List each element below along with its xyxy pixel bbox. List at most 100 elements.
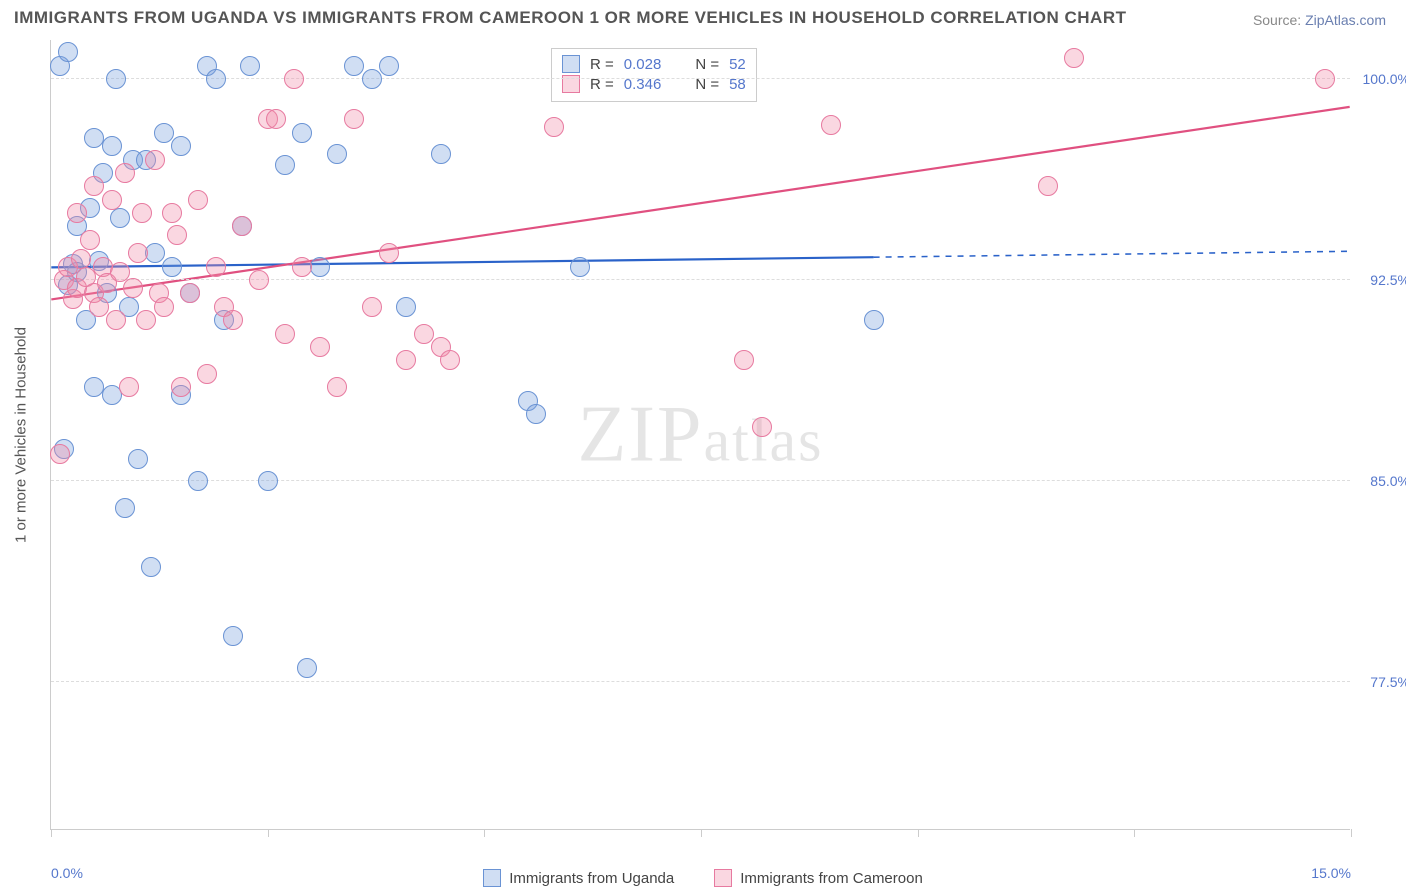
data-point [292,123,312,143]
x-tick [268,829,269,837]
data-point [327,377,347,397]
data-point [379,243,399,263]
data-point [396,297,416,317]
data-point [197,364,217,384]
bottom-legend: Immigrants from Uganda Immigrants from Ca… [0,869,1406,887]
data-point [106,69,126,89]
data-point [102,136,122,156]
legend-item: Immigrants from Cameroon [714,869,923,887]
corr-legend-row: R = 0.028 N = 52 [562,55,746,73]
x-tick [51,829,52,837]
data-point [223,626,243,646]
legend-label: Immigrants from Uganda [509,870,674,887]
data-point [141,557,161,577]
data-point [110,208,130,228]
data-point [132,203,152,223]
trend-line [51,107,1349,300]
data-point [310,337,330,357]
data-point [206,69,226,89]
data-point [89,297,109,317]
data-point [232,216,252,236]
data-point [136,310,156,330]
data-point [80,230,100,250]
data-point [821,115,841,135]
data-point [379,56,399,76]
data-point [106,310,126,330]
data-point [188,190,208,210]
y-tick-label: 92.5% [1370,272,1406,288]
data-point [115,163,135,183]
data-point [864,310,884,330]
data-point [414,324,434,344]
gridline [51,480,1350,481]
n-value: 52 [729,56,746,73]
data-point [752,417,772,437]
data-point [344,109,364,129]
trend-line-dashed [874,251,1350,257]
r-label: R = [590,56,614,73]
data-point [171,136,191,156]
data-point [115,498,135,518]
y-tick-label: 85.0% [1370,473,1406,489]
data-point [344,56,364,76]
x-tick [701,829,702,837]
x-tick [484,829,485,837]
data-point [128,449,148,469]
plot-area: ZIPatlas 1 or more Vehicles in Household… [50,40,1350,830]
data-point [119,377,139,397]
source-link[interactable]: ZipAtlas.com [1305,12,1386,28]
data-point [284,69,304,89]
data-point [310,257,330,277]
r-value: 0.028 [624,56,662,73]
data-point [544,117,564,137]
data-point [1038,176,1058,196]
gridline [51,279,1350,280]
data-point [180,283,200,303]
data-point [145,150,165,170]
data-point [167,225,187,245]
data-point [734,350,754,370]
data-point [570,257,590,277]
data-point [58,42,78,62]
data-point [162,203,182,223]
x-tick [918,829,919,837]
data-point [123,278,143,298]
data-point [440,350,460,370]
data-point [128,243,148,263]
n-label: N = [695,56,719,73]
data-point [188,471,208,491]
x-tick [1134,829,1135,837]
x-tick [1351,829,1352,837]
source-attribution: Source: ZipAtlas.com [1253,12,1386,28]
data-point [102,190,122,210]
data-point [67,203,87,223]
legend-item: Immigrants from Uganda [483,869,674,887]
source-label: Source: [1253,12,1301,28]
data-point [1064,48,1084,68]
legend-swatch [714,869,732,887]
data-point [258,471,278,491]
legend-label: Immigrants from Cameroon [740,870,923,887]
data-point [171,377,191,397]
legend-swatch [562,55,580,73]
gridline [51,78,1350,79]
data-point [84,176,104,196]
y-axis-title: 1 or more Vehicles in Household [13,327,30,543]
y-tick-label: 77.5% [1370,674,1406,690]
data-point [206,257,226,277]
data-point [71,249,91,269]
correlation-legend: R =0.028N =52R =0.346N =58 [551,48,757,102]
data-point [154,297,174,317]
y-tick-label: 100.0% [1363,71,1406,87]
chart-title: IMMIGRANTS FROM UGANDA VS IMMIGRANTS FRO… [14,8,1127,28]
data-point [431,144,451,164]
data-point [327,144,347,164]
data-point [266,109,286,129]
data-point [362,297,382,317]
data-point [362,69,382,89]
data-point [240,56,260,76]
legend-swatch [483,869,501,887]
data-point [1315,69,1335,89]
data-point [526,404,546,424]
data-point [50,444,70,464]
